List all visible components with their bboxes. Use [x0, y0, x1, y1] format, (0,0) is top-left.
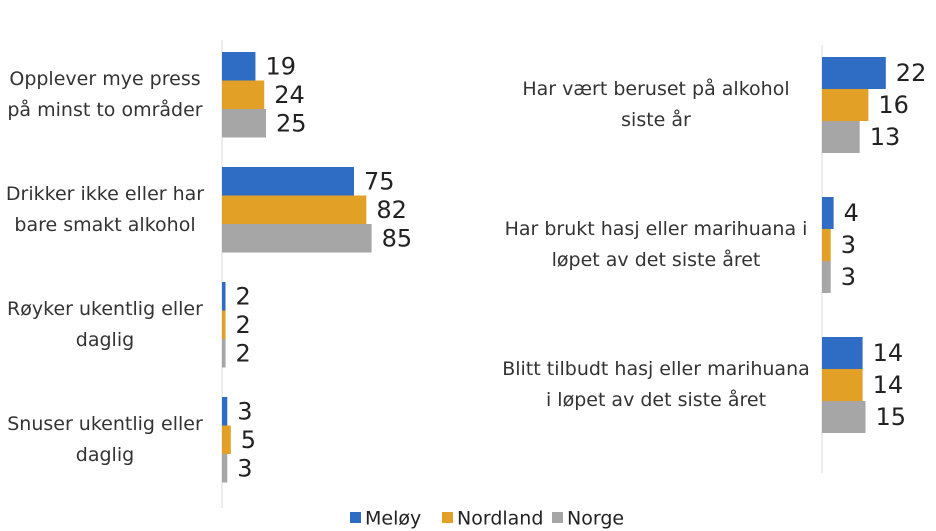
value-label: 3: [841, 231, 856, 259]
value-label: 85: [382, 224, 413, 252]
category-label: Blitt tilbudt hasj eller marihuana i løp…: [502, 358, 810, 411]
legend-label: Meløy: [365, 508, 421, 530]
bar: [222, 167, 354, 196]
legend-swatch: [442, 512, 453, 523]
category-label-box: Har brukt hasj eller marihuana i løpet a…: [504, 218, 808, 271]
value-label: 75: [364, 167, 395, 195]
legend-swatch: [350, 512, 361, 523]
bar: [822, 197, 834, 229]
category-label-box: Snuser ukentlig eller daglig: [7, 412, 203, 466]
bar: [822, 261, 831, 293]
legend-swatch: [552, 512, 563, 523]
value-label: 3: [237, 454, 252, 482]
bar: [822, 57, 886, 89]
value-label: 13: [870, 123, 901, 151]
legend-label: Norge: [567, 508, 624, 530]
bar: [822, 337, 863, 369]
bar: [822, 401, 866, 433]
value-label: 19: [265, 52, 296, 80]
value-label: 3: [237, 397, 252, 425]
category-label: Opplever mye press på minst to områder: [7, 67, 203, 121]
bar: [222, 282, 226, 311]
value-label: 25: [276, 109, 307, 137]
value-label: 2: [236, 311, 251, 339]
value-label: 14: [873, 371, 904, 399]
value-label: 5: [241, 426, 256, 454]
category-label-box: Drikker ikke eller har bare smakt alkoho…: [5, 182, 205, 236]
value-label: 2: [236, 339, 251, 367]
category-label: Drikker ikke eller har bare smakt alkoho…: [5, 182, 205, 236]
bar: [222, 224, 372, 253]
bar: [822, 89, 869, 121]
value-label: 16: [878, 91, 909, 119]
value-label: 14: [873, 339, 904, 367]
category-label-box: Har vært beruset på alkohol siste år: [522, 78, 790, 131]
bar: [222, 425, 231, 454]
value-label: 24: [274, 81, 305, 109]
category-label: Har brukt hasj eller marihuana i løpet a…: [504, 218, 808, 271]
bar: [222, 339, 226, 368]
value-label: 4: [844, 199, 859, 227]
bar: [222, 109, 266, 138]
bar: [222, 310, 226, 339]
bar: [222, 80, 265, 109]
bar: [822, 369, 863, 401]
value-label: 2: [236, 282, 251, 310]
category-label: Røyker ukentlig eller daglig: [7, 297, 203, 351]
value-label: 15: [876, 403, 907, 431]
category-label: Snuser ukentlig eller daglig: [7, 412, 203, 466]
bar: [822, 229, 831, 261]
category-label: Har vært beruset på alkohol siste år: [522, 78, 790, 131]
legend-label: Nordland: [457, 508, 543, 530]
bar: [222, 454, 228, 483]
category-label-box: Opplever mye press på minst to områder: [7, 67, 203, 121]
value-label: 82: [376, 196, 407, 224]
value-label: 22: [896, 59, 927, 87]
bar: [222, 397, 228, 426]
category-label-box: Blitt tilbudt hasj eller marihuana i løp…: [502, 358, 810, 411]
bar: [222, 52, 256, 81]
value-label: 3: [841, 263, 856, 291]
category-label-box: Røyker ukentlig eller daglig: [7, 297, 203, 351]
bar: [222, 195, 367, 224]
bar: [822, 121, 860, 153]
